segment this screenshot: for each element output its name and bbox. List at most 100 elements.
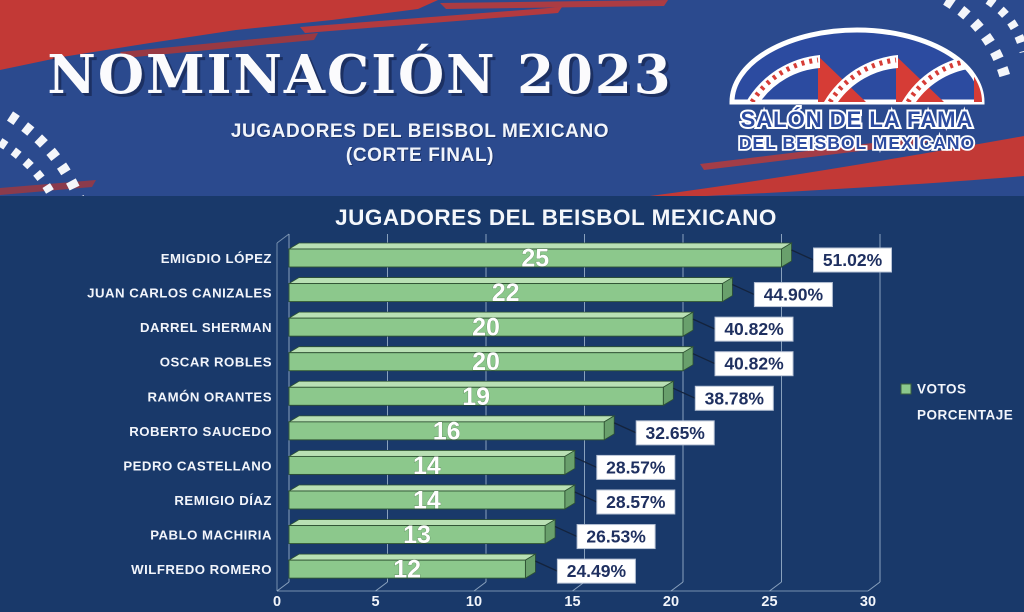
bar-front-face — [288, 525, 546, 545]
percentage-label: 44.90% — [764, 285, 824, 305]
percentage-box — [596, 489, 676, 515]
bar-row: 13 PABLO MACHIRIA — [150, 518, 557, 549]
callout-line — [692, 353, 716, 365]
bar-row: 20 DARREL SHERMAN — [140, 311, 695, 342]
category-label: ROBERTO SAUCEDO — [129, 424, 272, 439]
baseball-stitches-left — [0, 111, 85, 196]
category-label: JUAN CARLOS CANIZALES — [87, 286, 272, 301]
percentage-label: 32.65% — [646, 423, 706, 443]
chart-bars: 25 EMIGDIO LÓPEZ 22 JUAN CARLOS CANIZALES 20… — [87, 242, 793, 584]
x-axis-tick-label: 20 — [663, 594, 679, 610]
chart-callouts: 51.02% 44.90% 40.82% 40.82% 38.78% 32.65% 28.5… — [535, 247, 892, 584]
percentage-box — [556, 558, 636, 584]
bar-value-label: 22 — [492, 279, 520, 307]
bar-row: 20 OSCAR ROBLES — [160, 346, 695, 377]
callout-line — [613, 422, 637, 434]
bar-front-face — [288, 352, 684, 372]
logo-baseball-arches — [746, 55, 982, 102]
percentage-label: 40.82% — [724, 319, 784, 339]
bar-value-label: 12 — [393, 556, 421, 584]
chart-legend: VOTOS PORCENTAJE — [900, 382, 1013, 423]
callout-line — [574, 491, 598, 503]
logo-text-line1: SALÓN DE LA FAMA — [741, 107, 974, 132]
category-label: EMIGDIO LÓPEZ — [161, 251, 272, 266]
category-label: WILFREDO ROMERO — [131, 562, 272, 577]
bar-front-face — [288, 386, 664, 406]
banner-subtitle: JUGADORES DEL BEISBOL MEXICANO (CORTE FI… — [118, 120, 722, 168]
gridline-floor-edge — [670, 581, 684, 592]
percentage-label: 40.82% — [724, 354, 784, 374]
bar-row: 12 WILFREDO ROMERO — [131, 553, 537, 584]
header-banner: SALÓN DE LA FAMA DEL BEISBOL MEXICANO NO… — [0, 0, 1024, 196]
gridline-floor-edge — [769, 581, 782, 592]
gridline-floor-edge — [276, 581, 290, 592]
percentage-box — [694, 385, 774, 411]
gridline-floor-edge — [375, 581, 388, 592]
x-axis-tick-label: 25 — [761, 594, 777, 610]
callout-line — [554, 525, 578, 538]
x-axis-tick-label: 0 — [273, 594, 281, 610]
percentage-label: 28.57% — [606, 457, 666, 477]
chart-section: JUGADORES DEL BEISBOL MEXICANO 25 EMIGDIO… — [0, 196, 1024, 612]
callout-line — [791, 249, 814, 261]
bar-front-face — [288, 248, 782, 268]
banner-subtitle-line2: (CORTE FINAL) — [345, 145, 495, 166]
header-decorations: SALÓN DE LA FAMA DEL BEISBOL MEXICANO — [0, 0, 1024, 196]
banner-subtitle-line1: JUGADORES DEL BEISBOL MEXICANO — [230, 121, 610, 142]
legend-votos-label: VOTOS — [917, 382, 967, 397]
logo-text-line2: DEL BEISBOL MEXICANO — [739, 133, 975, 153]
percentage-box — [714, 316, 794, 342]
legend-porcentaje-label: PORCENTAJE — [917, 408, 1013, 423]
gridline-floor-edge — [473, 581, 487, 592]
percentage-box — [753, 282, 833, 308]
bar-front-face — [288, 317, 684, 337]
callout-line — [574, 456, 598, 469]
bar-row: 25 EMIGDIO LÓPEZ — [161, 242, 793, 273]
percentage-label: 28.57% — [606, 492, 666, 512]
category-label: RAMÓN ORANTES — [148, 389, 272, 404]
bar-front-face — [288, 283, 723, 303]
percentage-box — [596, 454, 676, 480]
bar-chart: JUGADORES DEL BEISBOL MEXICANO 25 EMIGDIO… — [87, 205, 1013, 610]
bar-value-label: 16 — [433, 417, 461, 445]
category-label: OSCAR ROBLES — [160, 355, 272, 370]
red-brush-top-left — [0, 0, 668, 70]
category-label: REMIGIO DÍAZ — [174, 493, 272, 508]
bar-front-face — [288, 455, 566, 475]
gridline-floor-edge — [867, 581, 881, 592]
percentage-label: 51.02% — [823, 250, 883, 270]
percentage-box — [576, 524, 656, 550]
bar-value-label: 20 — [472, 314, 500, 342]
callout-line — [732, 283, 755, 296]
bar-value-label: 13 — [403, 521, 431, 549]
callout-line — [535, 560, 558, 572]
chart-title: JUGADORES DEL BEISBOL MEXICANO — [335, 205, 777, 230]
bar-row: 14 REMIGIO DÍAZ — [174, 484, 577, 515]
callout-line — [692, 318, 716, 330]
legend-votos-swatch — [900, 383, 912, 395]
bar-row: 14 PEDRO CASTELLANO — [123, 449, 577, 480]
percentage-label: 24.49% — [567, 561, 627, 581]
bar-front-face — [288, 421, 605, 441]
wall-top-edge — [276, 233, 290, 244]
percentage-label: 26.53% — [586, 527, 646, 547]
category-label: PABLO MACHIRIA — [150, 528, 272, 543]
category-label: DARREL SHERMAN — [140, 320, 272, 335]
x-axis-tick-label: 5 — [371, 594, 379, 610]
x-axis-tick-label: 30 — [860, 594, 876, 610]
percentage-box — [714, 351, 794, 377]
bar-value-label: 25 — [521, 245, 549, 273]
callout-line — [673, 387, 696, 399]
banner-title: NOMINACIÓN 2023 — [47, 44, 673, 106]
bar-row: 22 JUAN CARLOS CANIZALES — [87, 276, 734, 307]
percentage-box — [813, 247, 892, 273]
bar-value-label: 14 — [413, 486, 441, 514]
bar-value-label: 20 — [472, 348, 500, 376]
percentage-label: 38.78% — [705, 388, 765, 408]
percentage-box — [635, 420, 715, 446]
x-axis-tick-label: 10 — [466, 594, 482, 610]
bar-value-label: 19 — [462, 383, 490, 411]
bar-row: 19 RAMÓN ORANTES — [148, 380, 675, 411]
bar-front-face — [288, 559, 526, 579]
